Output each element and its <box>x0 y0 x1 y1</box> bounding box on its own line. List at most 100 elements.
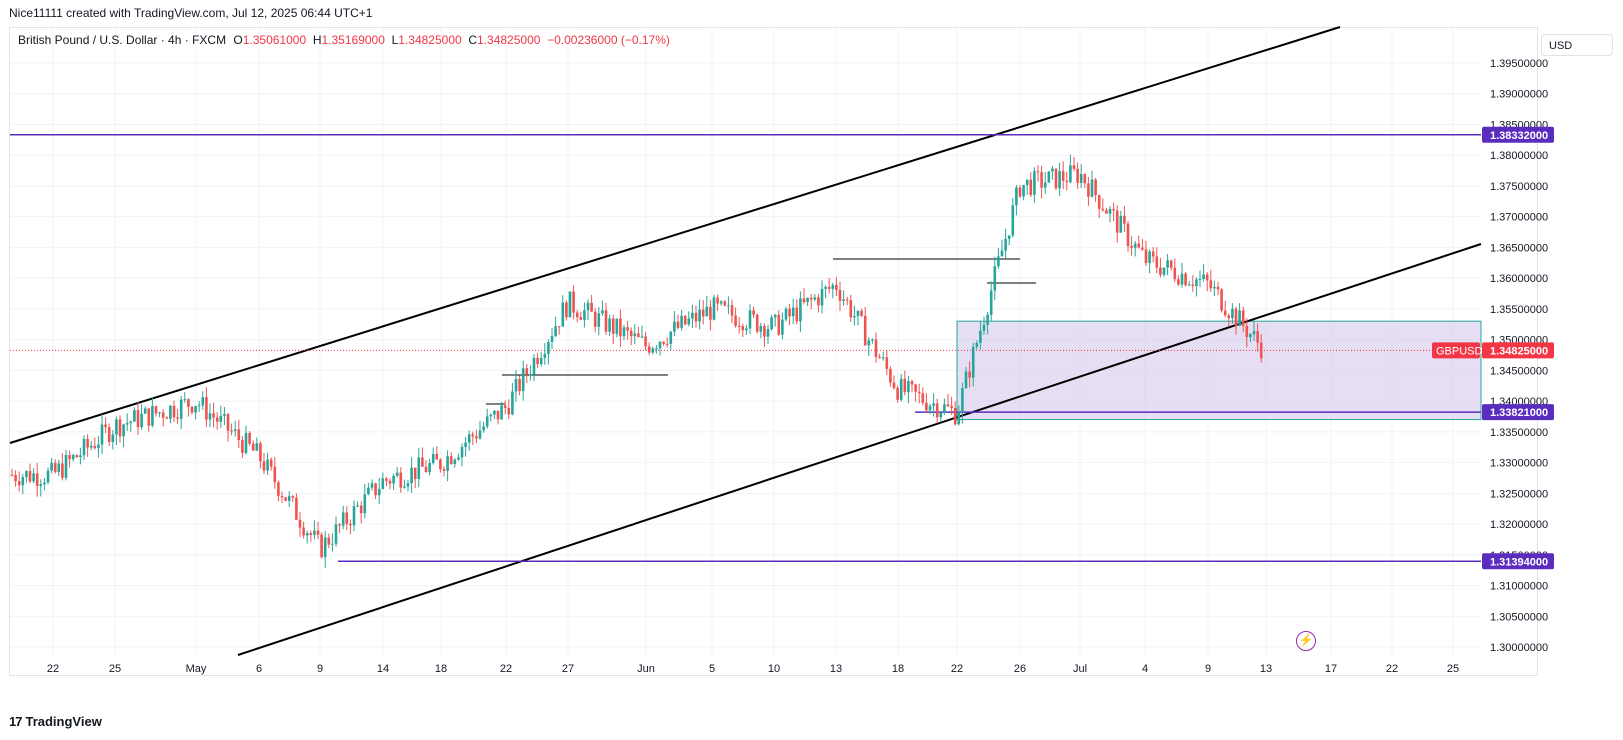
candle-body <box>223 413 226 416</box>
candle-body <box>1159 267 1162 275</box>
candle-body <box>421 457 424 467</box>
candle-body <box>154 406 158 414</box>
candle-body <box>1169 260 1173 268</box>
candle-body <box>1022 184 1025 197</box>
candle-body <box>1101 208 1105 211</box>
candle-body <box>899 378 903 400</box>
candle-body <box>658 341 662 349</box>
y-axis-tick-label: 1.32000000 <box>1490 519 1548 531</box>
candle-body <box>1058 171 1061 189</box>
candle-body <box>161 412 165 418</box>
x-axis-tick-label: Jul <box>1073 663 1087 675</box>
candle-body <box>1004 238 1007 251</box>
candle-body <box>1115 210 1119 233</box>
candle-body <box>331 543 334 545</box>
candle-body <box>68 455 71 460</box>
candle-body <box>745 328 748 331</box>
candle-body <box>637 333 640 337</box>
candle-body <box>255 443 259 451</box>
currency-button[interactable]: USD <box>1541 34 1613 56</box>
symbol-title[interactable]: British Pound / U.S. Dollar · 4h · FXCM <box>18 33 227 47</box>
candle-body <box>349 523 352 526</box>
candle-body <box>277 482 280 496</box>
candle-body <box>784 308 788 320</box>
candle-body <box>680 315 683 328</box>
candle-body <box>1108 208 1112 214</box>
candle-body <box>1241 310 1245 326</box>
candle-body <box>1180 273 1184 285</box>
candle-body <box>1148 251 1151 263</box>
candle-body <box>1177 279 1180 285</box>
candle-body <box>1051 168 1054 172</box>
candle-body <box>896 388 899 400</box>
candle-body <box>493 410 496 415</box>
candle-body <box>471 434 475 437</box>
candle-body <box>1187 284 1191 286</box>
candle-body <box>1047 171 1051 183</box>
candle-body <box>1166 260 1169 268</box>
candle-body <box>244 432 248 453</box>
candle-body <box>500 405 503 420</box>
candle-body <box>561 302 565 327</box>
demand-zone <box>956 320 1482 421</box>
candle-body <box>971 346 975 378</box>
candle-body <box>489 414 493 417</box>
candle-body <box>86 439 89 448</box>
x-axis-tick-label: 13 <box>1260 663 1272 675</box>
channel-lower-line <box>237 243 1482 656</box>
candle-body <box>1141 247 1144 250</box>
candle-body <box>446 456 449 471</box>
candle-body <box>71 455 75 460</box>
candle-body <box>449 456 453 464</box>
brand-text: TradingView <box>25 714 102 729</box>
candle-body <box>464 442 467 447</box>
candle-body <box>928 405 932 411</box>
candle-body <box>395 472 399 476</box>
candle-body <box>1079 174 1083 183</box>
candle-body <box>629 330 633 337</box>
candle-body <box>280 495 284 498</box>
tradingview-logo[interactable]: 17 TradingView <box>9 714 102 729</box>
candle-body <box>910 381 914 385</box>
candle-body <box>583 310 586 320</box>
y-axis-tick-label: 1.37500000 <box>1490 181 1548 193</box>
candle-body <box>1087 183 1090 197</box>
price-tag <box>1482 404 1554 421</box>
candle-body <box>982 324 986 331</box>
candle-body <box>1000 250 1004 257</box>
x-axis-tick-label: 5 <box>709 663 715 675</box>
x-axis-tick-label: 26 <box>1014 663 1026 675</box>
candle-body <box>871 339 874 341</box>
candle-body <box>287 496 291 501</box>
candle-body <box>14 475 17 482</box>
candle-body <box>856 310 860 317</box>
candle-body <box>719 301 723 304</box>
candle-body <box>676 321 680 328</box>
x-axis-tick-label: 25 <box>109 663 121 675</box>
lightning-icon[interactable]: ⚡ <box>1296 631 1316 651</box>
y-axis-tick-label: 1.34500000 <box>1490 365 1548 377</box>
candle-body <box>251 443 255 451</box>
candle-body <box>118 419 122 437</box>
candle-body <box>1137 243 1141 248</box>
candle-body <box>572 291 575 313</box>
candle-body <box>1223 310 1227 316</box>
candle-body <box>651 348 655 353</box>
candle-body <box>575 312 579 318</box>
candle-body <box>104 424 107 428</box>
price-tag-label: 1.33821000 <box>1490 407 1548 419</box>
candle-body <box>809 297 813 300</box>
candle-body <box>169 405 172 419</box>
candle-body <box>1011 205 1015 236</box>
candle-body <box>313 530 316 535</box>
x-axis-tick-label: 10 <box>768 663 780 675</box>
candle-body <box>989 290 993 315</box>
x-axis-tick-label: 22 <box>1386 663 1398 675</box>
candle-body <box>424 466 428 473</box>
candle-body <box>374 483 377 496</box>
candle-body <box>50 462 53 471</box>
x-axis-tick-label: 4 <box>1142 663 1148 675</box>
candle-body <box>1018 187 1022 197</box>
candle-body <box>601 310 604 314</box>
